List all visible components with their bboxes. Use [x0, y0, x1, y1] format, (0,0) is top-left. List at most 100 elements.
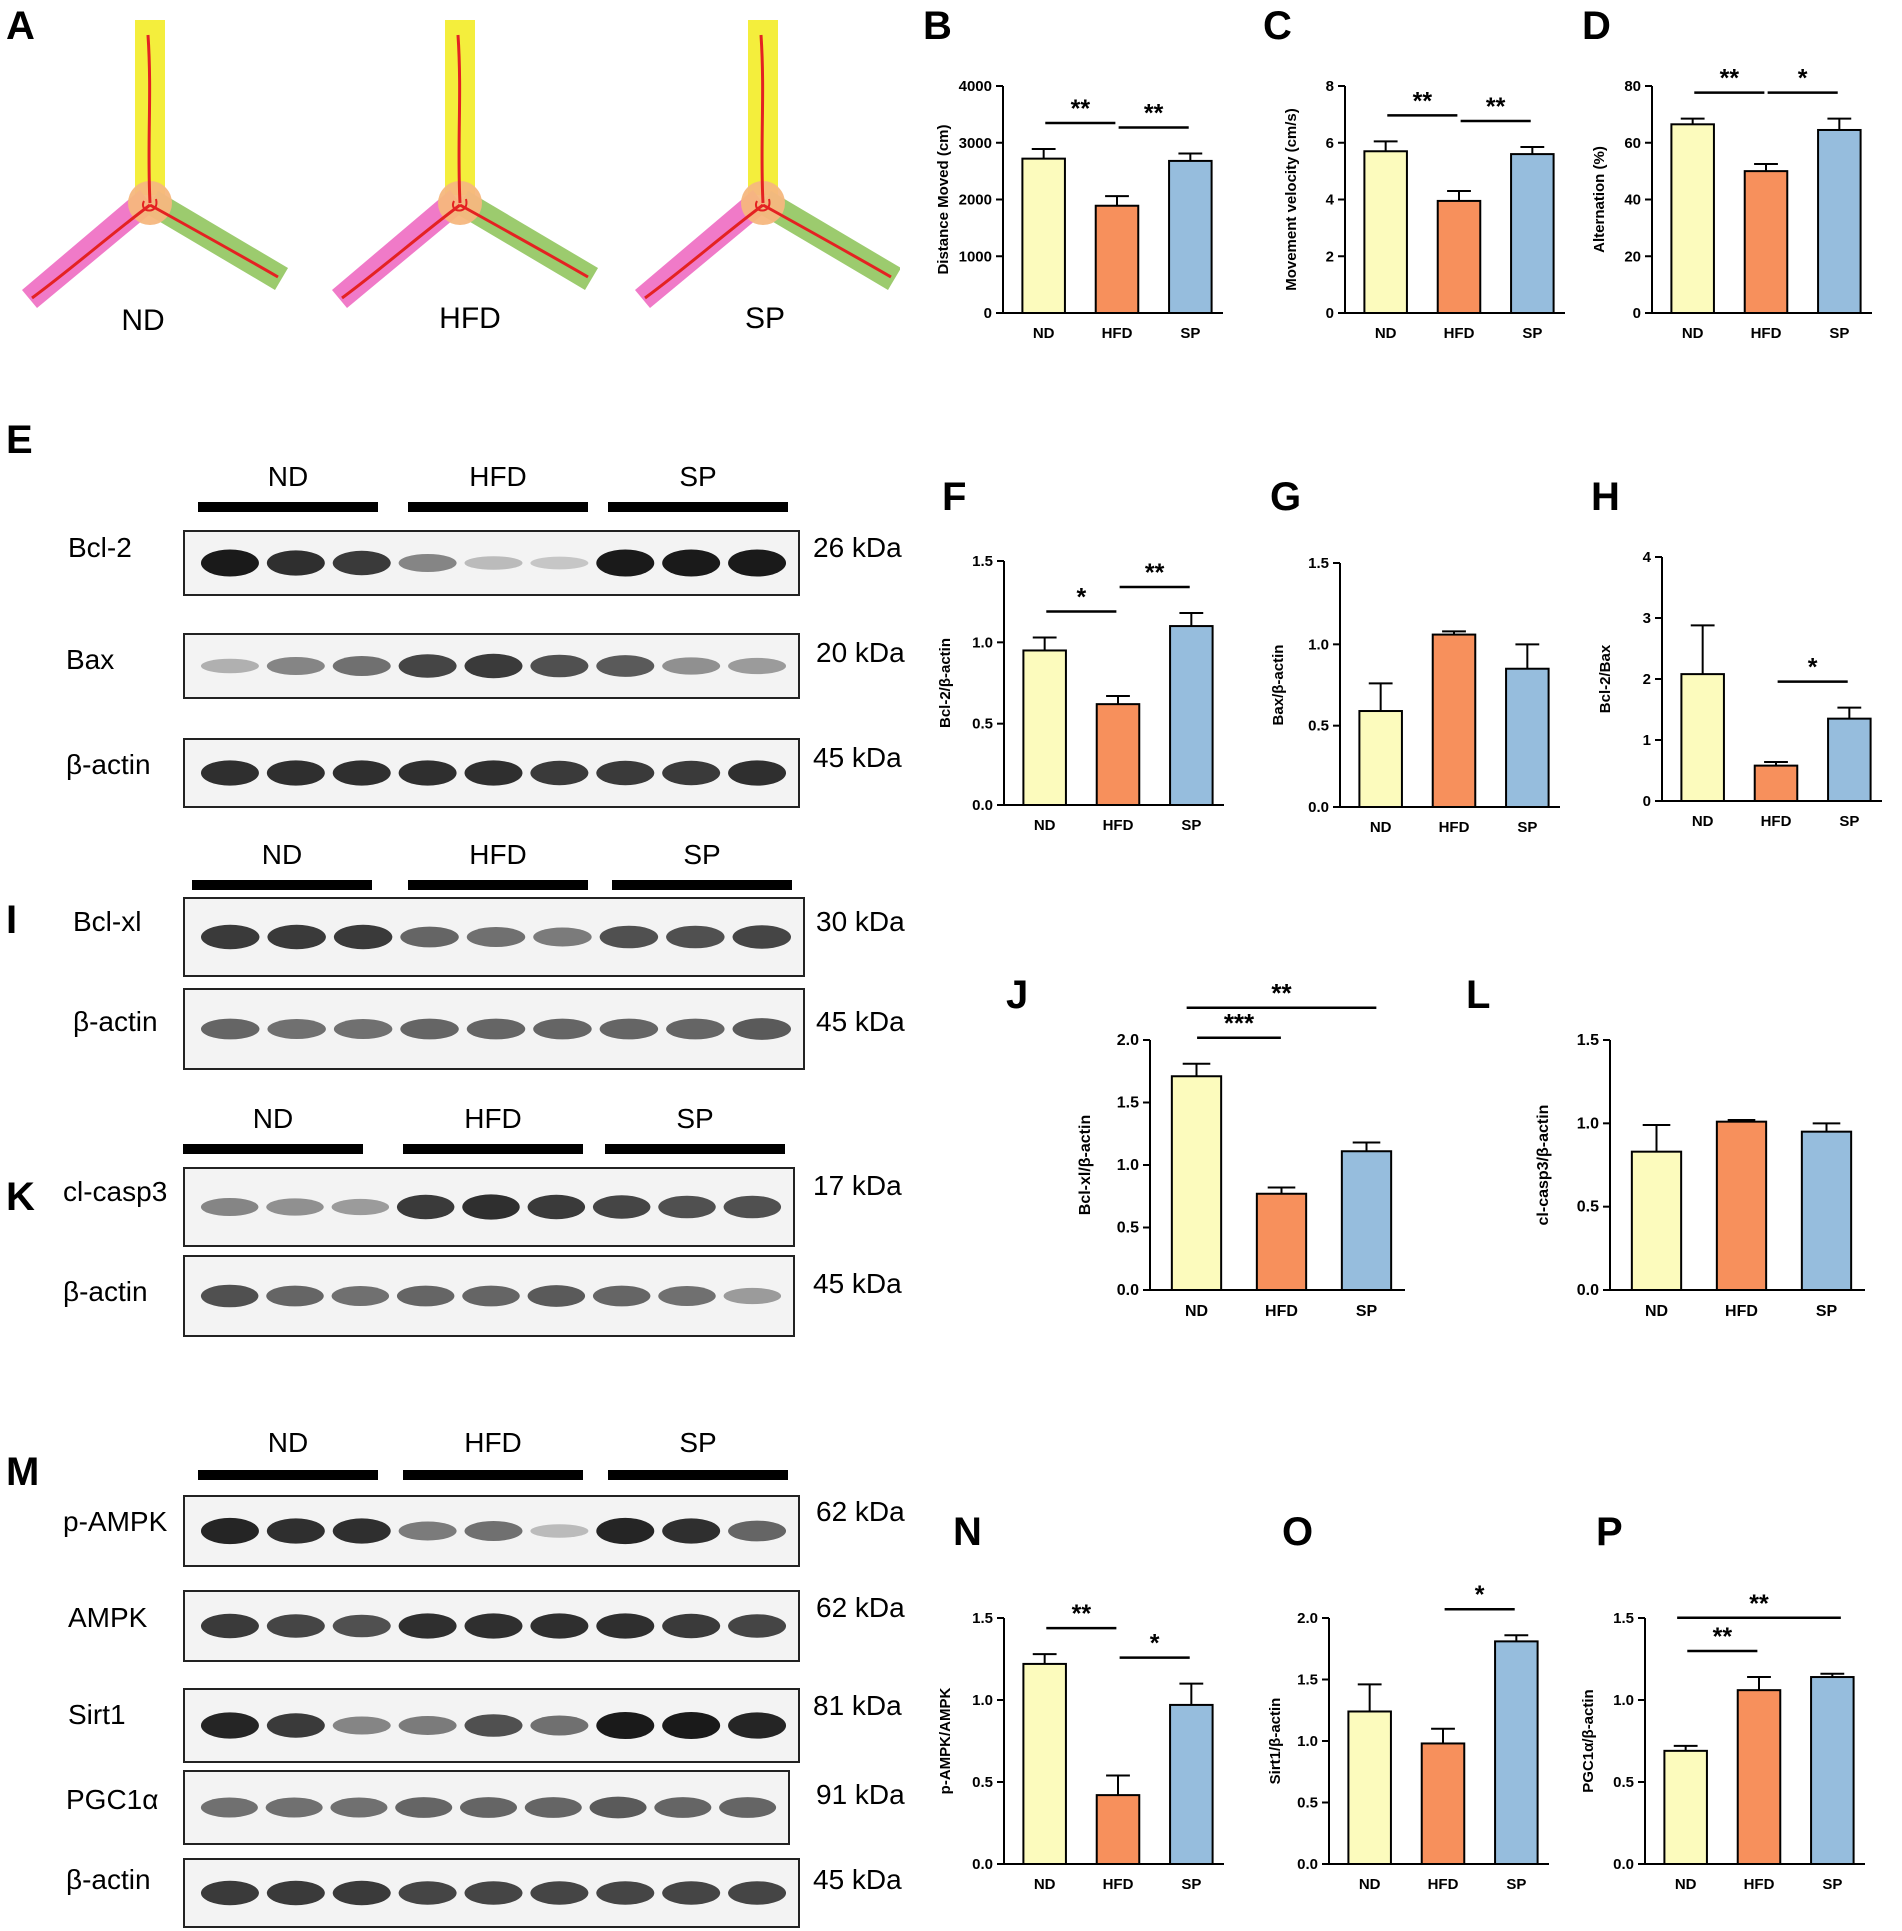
chart-f-x-tick-label: ND	[1034, 817, 1056, 834]
blot-band	[723, 1287, 782, 1305]
chart-o-x-tick-label: SP	[1506, 1876, 1526, 1893]
maze-track-center	[141, 198, 158, 212]
chart-n-bar-nd	[1022, 1662, 1067, 1866]
blot-i-strip	[183, 897, 805, 977]
blot-band	[530, 1715, 589, 1736]
chart-d-y-tick-label: 40	[1624, 192, 1641, 209]
panel-letter-j: J	[1006, 973, 1029, 1017]
blot-band	[662, 1613, 721, 1639]
blot-band	[666, 925, 725, 949]
y-maze-tracks	[22, 20, 900, 308]
blot-m-row-label: p-AMPK	[63, 1506, 168, 1537]
blot-e-row-label: Bax	[66, 644, 115, 675]
chart-b-significance-label: **	[1144, 100, 1164, 128]
chart-o-y-tick-label: 0.0	[1297, 1856, 1318, 1873]
blot-band	[398, 1521, 457, 1541]
chart-p-bar-sp	[1810, 1676, 1855, 1866]
blot-band	[662, 657, 721, 675]
chart-f-x-tick-label: SP	[1181, 817, 1201, 834]
chart-g-x-tick-label: SP	[1517, 819, 1537, 836]
maze-track-right	[459, 203, 589, 279]
chart-p-y-label: PGC1α/β-actin	[1580, 1689, 1597, 1792]
blot-e-kda-label: 45 kDa	[813, 742, 902, 773]
blot-band	[266, 1518, 325, 1544]
chart-c-significance-label: **	[1413, 87, 1433, 115]
chart-j-x-tick-label: SP	[1356, 1303, 1378, 1320]
blot-m-group-label-hfd: HFD	[464, 1427, 522, 1458]
chart-n-bar-sp	[1169, 1703, 1214, 1866]
blot-band	[530, 556, 589, 570]
chart-p-y-tick-label: 1.5	[1613, 1610, 1634, 1627]
chart-c-y-tick-label: 4	[1326, 192, 1335, 209]
blot-m-bands	[185, 1690, 798, 1761]
blot-band	[266, 1614, 325, 1638]
blot-m-kda-label: 62 kDa	[816, 1592, 905, 1623]
chart-b-y-tick-label: 2000	[959, 192, 992, 209]
blot-band	[596, 1881, 655, 1905]
panel-letter-e: E	[6, 418, 33, 462]
blot-band	[530, 1881, 589, 1905]
blot-band	[596, 1711, 655, 1740]
chart-o-y-label: Sirt1/β-actin	[1267, 1698, 1284, 1785]
blot-band	[589, 1796, 647, 1819]
chart-o-y-tick-label: 1.5	[1297, 1672, 1318, 1689]
blot-band	[658, 1195, 716, 1219]
chart-h-x-tick-label: SP	[1839, 813, 1859, 830]
panel-letter-d: D	[1582, 4, 1611, 48]
chart-h-bar-sp	[1827, 717, 1872, 803]
blot-m-group-bar-nd	[198, 1470, 378, 1480]
blot-m-group-bar-hfd	[403, 1470, 583, 1480]
maze-track-center	[754, 198, 771, 212]
chart-d-bar-hfd	[1743, 170, 1789, 314]
blot-band	[728, 549, 787, 577]
blot-i-kda-label: 30 kDa	[816, 906, 905, 937]
blot-m-bands	[185, 1592, 798, 1660]
blot-band	[464, 1714, 523, 1737]
blot-band	[332, 760, 391, 786]
blot-band	[728, 760, 787, 786]
blot-band	[466, 927, 526, 947]
chart-b-bar-nd	[1021, 157, 1066, 314]
chart-p-y-tick-label: 1.0	[1613, 1692, 1634, 1709]
blot-i-bands	[185, 990, 803, 1068]
chart-l-bar-hfd	[1715, 1120, 1768, 1291]
maze-track-top	[146, 34, 152, 204]
blot-band	[332, 550, 391, 576]
chart-j-significance-label: **	[1271, 978, 1292, 1008]
chart-o-y-tick-label: 1.0	[1297, 1733, 1318, 1750]
blot-k-kda-label: 45 kDa	[813, 1268, 902, 1299]
blot-band	[331, 1198, 390, 1216]
chart-d-bar-nd	[1670, 123, 1715, 315]
blot-k-kda-label: 17 kDa	[813, 1170, 902, 1201]
chart-h-x-tick-label: ND	[1692, 813, 1714, 830]
maze-label-hfd: HFD	[439, 302, 501, 335]
blot-band	[332, 656, 391, 676]
blot-band	[200, 1613, 259, 1639]
blot-band	[596, 760, 655, 786]
chart-o-x-tick-label: ND	[1359, 1876, 1381, 1893]
chart-d-x-tick-label: HFD	[1751, 325, 1782, 342]
chart-b-x-tick-label: HFD	[1102, 325, 1133, 342]
chart-d-significance-label: **	[1720, 65, 1740, 93]
maze-label-nd: ND	[121, 304, 165, 337]
chart-h-bar-nd	[1680, 673, 1725, 802]
chart-n-bar-hfd	[1095, 1794, 1141, 1865]
blot-band	[666, 1018, 725, 1040]
chart-h-y-tick-label: 0	[1643, 793, 1651, 810]
blot-band	[662, 1711, 721, 1740]
chart-g: 0.0 0.5 1.0 1.5 Bax/β-actin ND HFD SP	[1270, 555, 1560, 836]
blot-band	[396, 1285, 455, 1307]
blot-band	[728, 1881, 787, 1905]
chart-j-x-tick-label: HFD	[1265, 1303, 1298, 1320]
blot-m-kda-label: 62 kDa	[816, 1496, 905, 1527]
blot-e-kda-label: 26 kDa	[813, 532, 902, 563]
chart-d-y-label: Alternation (%)	[1591, 146, 1608, 253]
chart-h-y-tick-label: 4	[1643, 549, 1652, 566]
maze-track-right	[762, 203, 892, 279]
chart-d-y-tick-label: 80	[1624, 78, 1641, 95]
blot-i-group-label-nd: ND	[261, 839, 303, 870]
chart-l-x-tick-label: HFD	[1725, 1303, 1758, 1320]
chart-j-y-tick-label: 0.0	[1117, 1282, 1139, 1299]
